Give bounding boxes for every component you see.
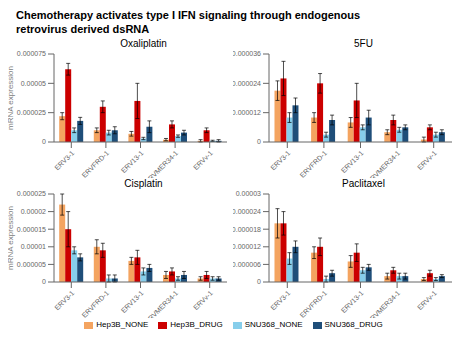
html-text:5FU: 5FU [354,38,373,49]
svg-text:ERV3-1: ERV3-1 [53,149,75,171]
svg-text:0.00005: 0.00005 [21,80,46,87]
html-text:Cisplatin: Cisplatin [124,178,163,189]
html-text:Hep3B_DRUG: Hep3B_DRUG [170,320,223,329]
svg-text:0: 0 [42,138,46,145]
svg-text:ERV13-1: ERV13-1 [340,149,365,174]
svg-text:ERV3-1: ERV3-1 [269,149,291,171]
svg-text:ERVMER34-1: ERVMER34-1 [365,149,401,178]
svg-text:ERVMER34-1: ERVMER34-1 [143,149,179,178]
html-text:SNU368_DRUG: SNU368_DRUG [324,320,383,329]
html-text:Paclitaxel: Paclitaxel [342,178,385,189]
svg-text:0.000005: 0.000005 [17,261,46,268]
svg-text:0.000075: 0.000075 [17,50,46,57]
svg-text:ERVv-1: ERVv-1 [416,149,438,171]
svg-text:0.00002: 0.00002 [21,208,46,215]
svg-text:ERVMER34-1: ERVMER34-1 [365,289,401,318]
svg-text:ERV3-1: ERV3-1 [269,289,291,311]
svg-text:ERVv-1: ERVv-1 [192,289,214,311]
html-text:Chemotherapy activates type I: Chemotherapy activates type I IFN signal… [16,9,361,21]
svg-text:0.000025: 0.000025 [17,109,46,116]
html-text:retrovirus derived dsRNA: retrovirus derived dsRNA [16,23,150,35]
svg-text:ERVFRD-1: ERVFRD-1 [81,289,111,318]
svg-text:0.000012: 0.000012 [233,109,261,116]
svg-text:mRNA expression: mRNA expression [8,206,15,270]
svg-text:0.000036: 0.000036 [233,50,261,57]
svg-text:ERVv-1: ERVv-1 [192,149,214,171]
svg-text:0.00003: 0.00003 [236,190,261,197]
svg-text:ERV13-1: ERV13-1 [120,289,145,314]
svg-text:0: 0 [42,278,46,285]
svg-text:0.000025: 0.000025 [17,190,46,197]
svg-text:0.000018: 0.000018 [233,226,261,233]
svg-text:0: 0 [257,138,261,145]
svg-text:mRNA expression: mRNA expression [8,66,15,130]
html-text:Hep3B_NONE: Hep3B_NONE [96,320,149,329]
svg-text:ERV13-1: ERV13-1 [340,289,365,314]
svg-text:0.000024: 0.000024 [233,80,261,87]
svg-text:0.000015: 0.000015 [17,226,46,233]
svg-text:0.000024: 0.000024 [233,208,261,215]
svg-text:ERV3-1: ERV3-1 [53,289,75,311]
svg-text:0.00001: 0.00001 [21,243,46,250]
svg-text:ERVFRD-1: ERVFRD-1 [299,289,329,318]
svg-text:ERV13-1: ERV13-1 [120,149,145,174]
svg-text:0.000012: 0.000012 [233,243,261,250]
svg-text:0: 0 [257,278,261,285]
svg-text:ERVFRD-1: ERVFRD-1 [299,149,329,178]
svg-text:ERVv-1: ERVv-1 [416,289,438,311]
svg-text:ERVFRD-1: ERVFRD-1 [81,149,111,178]
svg-text:ERVMER34-1: ERVMER34-1 [143,289,179,318]
html-text:SNU368_NONE: SNU368_NONE [244,320,303,329]
svg-text:0.000006: 0.000006 [233,261,261,268]
html-text:Oxaliplatin: Oxaliplatin [120,38,167,49]
